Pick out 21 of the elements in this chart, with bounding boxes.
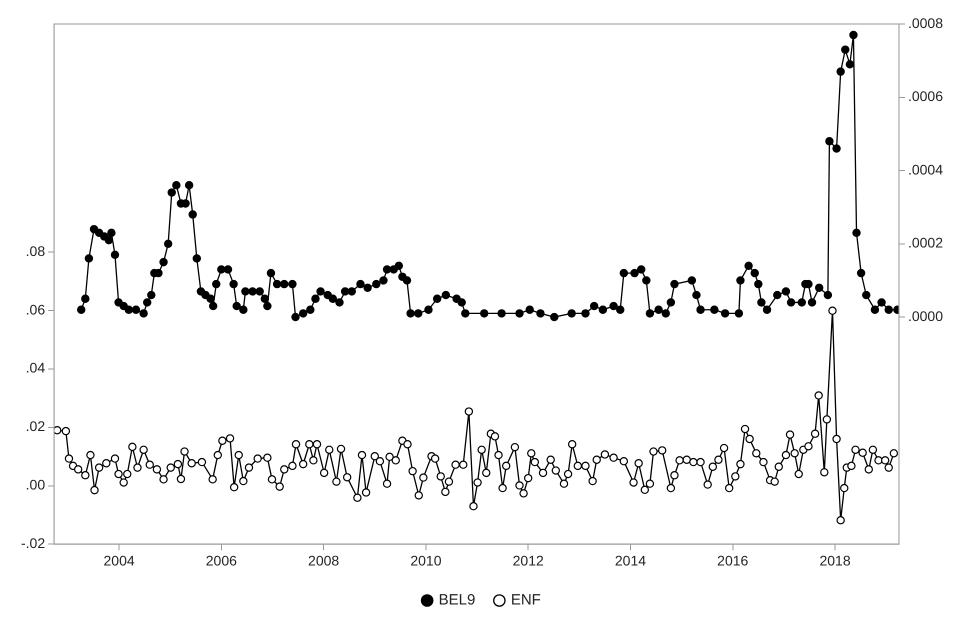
y-tick-label: .00 [26, 476, 46, 493]
y-tick-label: .04 [26, 360, 46, 376]
y-tick-label: .02 [26, 418, 46, 434]
x-tick-label: 2012 [512, 552, 544, 568]
x-tick-label: 2014 [614, 552, 646, 568]
y-tick-label: .08 [26, 242, 46, 259]
y2-tick-label: .0004 [908, 161, 944, 178]
y2-tick-label: .0000 [908, 308, 944, 324]
y2-tick-label: .0002 [908, 234, 944, 251]
legend-label: ENF [510, 592, 541, 609]
x-tick-label: 2010 [410, 552, 442, 568]
y2-tick-label: .0008 [908, 14, 944, 31]
x-tick-label: 2008 [308, 552, 340, 568]
y-tick-label: -.02 [21, 535, 46, 552]
x-tick-label: 2004 [103, 552, 135, 568]
y-tick-label: .06 [26, 301, 46, 318]
x-tick-label: 2018 [819, 552, 851, 568]
y2-tick-label: .0006 [908, 88, 944, 104]
legend-label: BEL9 [438, 592, 476, 609]
x-tick-label: 2006 [206, 552, 238, 568]
x-tick-label: 2016 [717, 552, 749, 568]
